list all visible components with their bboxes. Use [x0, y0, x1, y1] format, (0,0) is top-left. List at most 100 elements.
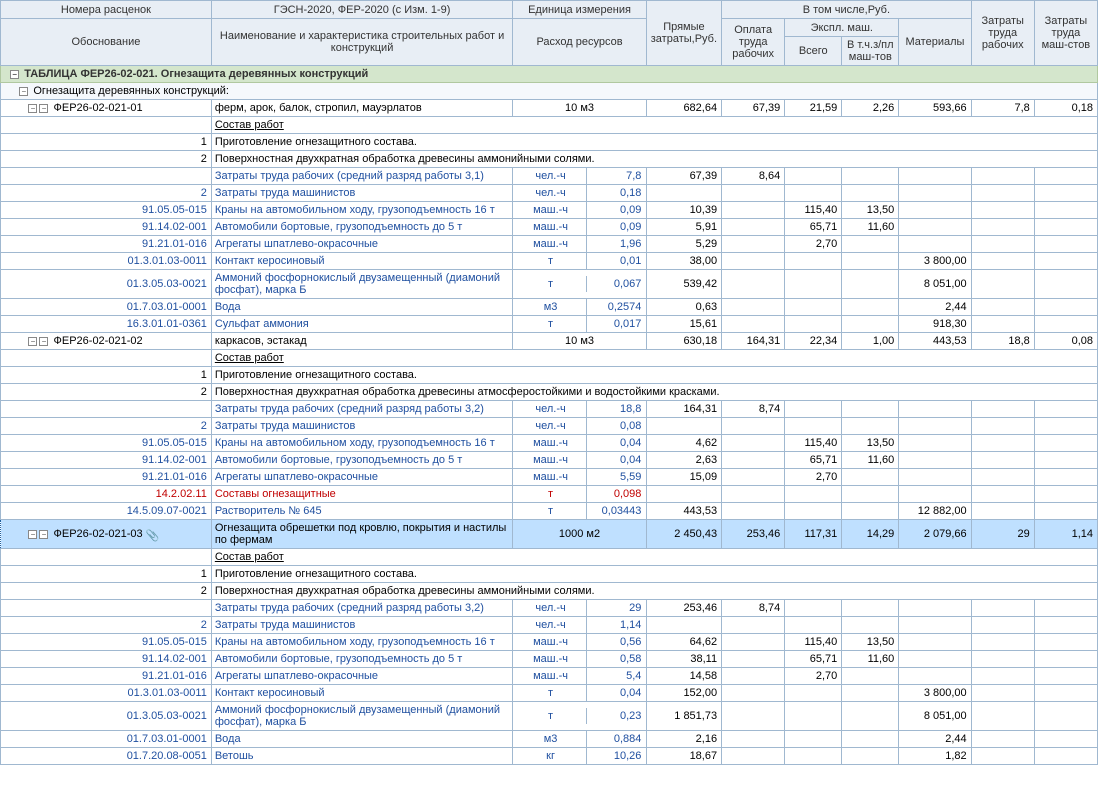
table-row[interactable]: 2Затраты труда машинистовчел.-ч0,18: [1, 185, 1098, 202]
row-val: [646, 185, 721, 202]
row-val: 115,40: [785, 634, 842, 651]
collapse-icon[interactable]: −: [39, 337, 48, 346]
table-row[interactable]: 91.14.02-001Автомобили бортовые, грузопо…: [1, 452, 1098, 469]
row-val: 38,00: [646, 253, 721, 270]
hdr-total: Всего: [785, 37, 842, 66]
res-code: 01.3.01.03-0011: [1, 685, 212, 702]
res-code: 91.05.05-015: [1, 634, 212, 651]
res-name: Контакт керосиновый: [211, 685, 512, 702]
row-code: [1, 549, 212, 566]
table-row[interactable]: Состав работ: [1, 117, 1098, 134]
res-name: Агрегаты шпатлево-окрасочные: [211, 668, 512, 685]
row-val: [785, 702, 842, 731]
row-val: [842, 168, 899, 185]
table-row[interactable]: 91.05.05-015Краны на автомобильном ходу,…: [1, 435, 1098, 452]
row-val: [722, 668, 785, 685]
table-row[interactable]: 2Поверхностная двухкратная обработка дре…: [1, 384, 1098, 401]
section-title-row[interactable]: − ТАБЛИЦА ФЕР26-02-021. Огнезащита дерев…: [1, 66, 1098, 83]
res-unit-qty: чел.-ч0,18: [513, 185, 646, 202]
table-row[interactable]: 1Приготовление огнезащитного состава.: [1, 566, 1098, 583]
row-val: [1034, 634, 1097, 651]
row-val: [899, 401, 971, 418]
row-val: 11,60: [842, 452, 899, 469]
table-row[interactable]: 01.3.01.03-0011Контакт керосиновыйт0,041…: [1, 685, 1098, 702]
collapse-icon[interactable]: −: [28, 530, 37, 539]
table-row[interactable]: Затраты труда рабочих (средний разряд ра…: [1, 168, 1098, 185]
table-row[interactable]: 01.7.03.01-0001Водам30,25740,632,44: [1, 299, 1098, 316]
table-row[interactable]: 2Поверхностная двухкратная обработка дре…: [1, 151, 1098, 168]
table-row[interactable]: −− ФЕР26-02-021-02 каркасов, эстакад10 м…: [1, 333, 1098, 350]
res-name: Автомобили бортовые, грузоподъемность до…: [211, 452, 512, 469]
table-row[interactable]: 01.7.20.08-0051Ветошькг10,2618,671,82: [1, 748, 1098, 765]
table-row[interactable]: Затраты труда рабочих (средний разряд ра…: [1, 600, 1098, 617]
table-row[interactable]: 2Затраты труда машинистовчел.-ч1,14: [1, 617, 1098, 634]
row-val: 8 051,00: [899, 270, 971, 299]
step-name: Приготовление огнезащитного состава.: [211, 134, 1097, 151]
row-val: [899, 452, 971, 469]
table-row[interactable]: 01.3.01.03-0011Контакт керосиновыйт0,013…: [1, 253, 1098, 270]
sostav-label: Состав работ: [211, 549, 1097, 566]
table-row[interactable]: 91.21.01-016Агрегаты шпатлево-окрасочные…: [1, 668, 1098, 685]
table-row[interactable]: Затраты труда рабочих (средний разряд ра…: [1, 401, 1098, 418]
table-row[interactable]: 1Приготовление огнезащитного состава.: [1, 367, 1098, 384]
row-val: [1034, 219, 1097, 236]
row-val: [1034, 685, 1097, 702]
table-row[interactable]: Состав работ: [1, 350, 1098, 367]
table-row[interactable]: −− ФЕР26-02-021-01 ферм, арок, балок, ст…: [1, 100, 1098, 117]
row-val: 22,34: [785, 333, 842, 350]
collapse-icon[interactable]: −: [39, 104, 48, 113]
collapse-icon[interactable]: −: [28, 104, 37, 113]
table-row[interactable]: Состав работ: [1, 549, 1098, 566]
table-row[interactable]: 2Поверхностная двухкратная обработка дре…: [1, 583, 1098, 600]
row-val: 0,08: [1034, 333, 1097, 350]
res-unit-qty: т0,01: [513, 253, 646, 270]
row-val: 1,14: [1034, 520, 1097, 549]
row-val: 115,40: [785, 202, 842, 219]
res-code: 01.3.05.03-0021: [1, 702, 212, 731]
row-val: [971, 668, 1034, 685]
table-row[interactable]: 91.21.01-016Агрегаты шпатлево-окрасочные…: [1, 236, 1098, 253]
res-code: 2: [1, 617, 212, 634]
collapse-icon[interactable]: −: [10, 70, 19, 79]
step-num: 2: [1, 583, 212, 600]
row-val: [722, 435, 785, 452]
table-row[interactable]: 01.7.03.01-0001Водам30,8842,162,44: [1, 731, 1098, 748]
collapse-icon[interactable]: −: [19, 87, 28, 96]
res-unit-qty: чел.-ч29: [513, 600, 646, 617]
table-row[interactable]: 91.05.05-015Краны на автомобильном ходу,…: [1, 202, 1098, 219]
table-row[interactable]: 01.3.05.03-0021Аммоний фосфорнокислый дв…: [1, 702, 1098, 731]
res-name: Затраты труда машинистов: [211, 617, 512, 634]
row-val: 2,70: [785, 236, 842, 253]
table-row[interactable]: 16.3.01.01-0361Сульфат аммоният0,01715,6…: [1, 316, 1098, 333]
res-unit-qty: т0,03443: [513, 503, 646, 520]
table-row[interactable]: 91.14.02-001Автомобили бортовые, грузопо…: [1, 219, 1098, 236]
collapse-icon[interactable]: −: [39, 530, 48, 539]
subsection-row[interactable]: − Огнезащита деревянных конструкций:: [1, 83, 1098, 100]
res-name: Автомобили бортовые, грузоподъемность до…: [211, 219, 512, 236]
row-val: [971, 299, 1034, 316]
collapse-icon[interactable]: −: [28, 337, 37, 346]
row-val: [899, 651, 971, 668]
res-code: 91.14.02-001: [1, 219, 212, 236]
table-row[interactable]: 14.5.09.07-0021Растворитель № 645т0,0344…: [1, 503, 1098, 520]
table-row[interactable]: 91.05.05-015Краны на автомобильном ходу,…: [1, 634, 1098, 651]
table-row[interactable]: 91.21.01-016Агрегаты шпатлево-окрасочные…: [1, 469, 1098, 486]
row-val: [785, 168, 842, 185]
row-val: 2 079,66: [899, 520, 971, 549]
row-val: 2 450,43: [646, 520, 721, 549]
row-val: [785, 486, 842, 503]
table-row[interactable]: 1Приготовление огнезащитного состава.: [1, 134, 1098, 151]
row-unit: 1000 м2: [513, 520, 646, 549]
row-val: [785, 600, 842, 617]
table-row[interactable]: 2Затраты труда машинистовчел.-ч0,08: [1, 418, 1098, 435]
table-row[interactable]: −− ФЕР26-02-021-03 📎Огнезащита обрешетки…: [1, 520, 1098, 549]
table-row[interactable]: 14.2.02.11Составы огнезащитныет0,098: [1, 486, 1098, 503]
table-row[interactable]: 91.14.02-001Автомобили бортовые, грузопо…: [1, 651, 1098, 668]
table-row[interactable]: 01.3.05.03-0021Аммоний фосфорнокислый дв…: [1, 270, 1098, 299]
row-code: −− ФЕР26-02-021-01: [1, 100, 212, 117]
res-name: Затраты труда рабочих (средний разряд ра…: [211, 401, 512, 418]
row-val: [785, 316, 842, 333]
row-val: [1034, 503, 1097, 520]
row-val: [785, 401, 842, 418]
hdr-consump: Расход ресурсов: [513, 19, 646, 66]
